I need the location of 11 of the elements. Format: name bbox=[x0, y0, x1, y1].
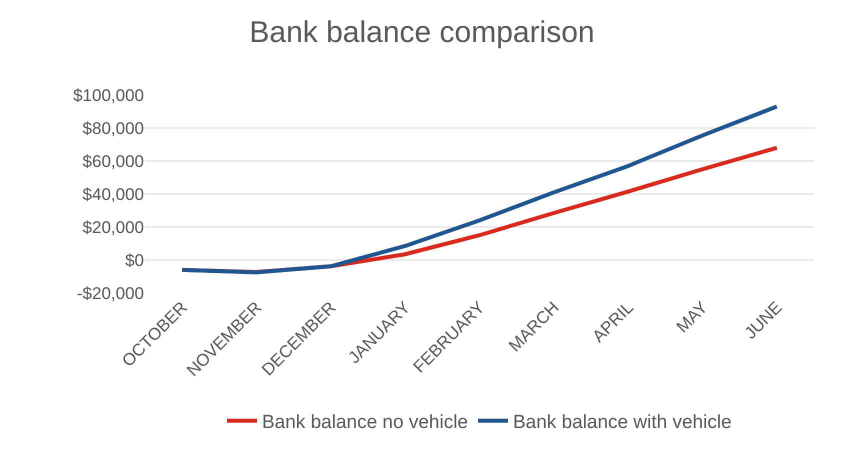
y-tick-label: $60,000 bbox=[82, 152, 144, 171]
legend-label: Bank balance with vehicle bbox=[512, 412, 732, 434]
y-tick-label: $40,000 bbox=[82, 184, 144, 204]
y-tick-label: $20,000 bbox=[82, 218, 144, 237]
y-tick-label: $0 bbox=[125, 250, 144, 270]
y-tick-label: -$20,000 bbox=[76, 284, 144, 303]
chart-title: Bank balance comparison bbox=[249, 16, 595, 50]
y-tick-label: $100,000 bbox=[73, 86, 144, 105]
y-tick-label: $80,000 bbox=[82, 118, 144, 138]
line-series bbox=[180, 104, 779, 274]
legend-label: Bank balance no vehicle bbox=[262, 412, 468, 434]
